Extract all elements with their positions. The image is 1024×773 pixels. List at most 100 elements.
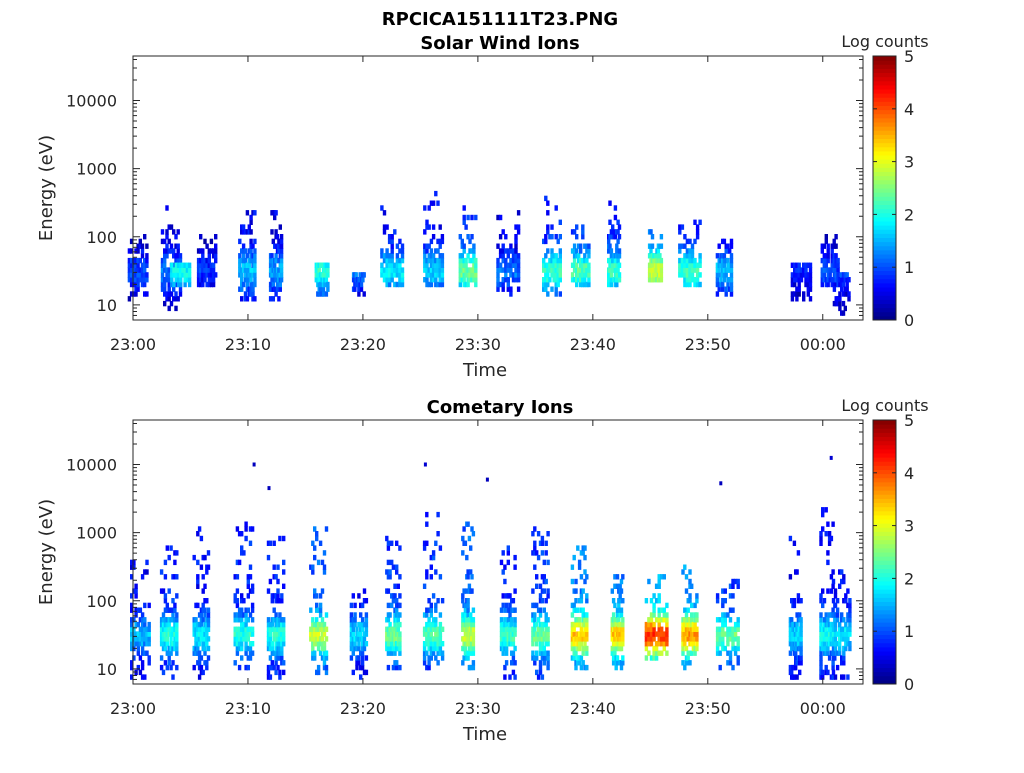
spectrogram-cell	[681, 617, 685, 623]
spectrogram-cell	[169, 300, 174, 307]
spectrogram-cell	[647, 631, 651, 637]
spectrogram-cell	[176, 253, 180, 259]
spectrogram-cell	[715, 650, 720, 656]
spectrogram-cell	[132, 588, 136, 594]
spectrogram-cell	[206, 645, 211, 652]
spectrogram-cell	[516, 286, 521, 292]
spectrogram-cell	[427, 655, 431, 661]
spectrogram-cell	[173, 617, 177, 623]
spectrogram-cell	[587, 243, 591, 249]
spectrogram-cell	[657, 593, 661, 599]
spectrogram-cell	[695, 626, 699, 632]
spectrogram-cell	[132, 655, 136, 661]
spectrogram-cell	[496, 272, 500, 278]
colorbar-segment	[873, 56, 896, 61]
spectrogram-cell	[719, 277, 723, 283]
spectrogram-cell	[790, 277, 795, 283]
spectrogram-cell	[538, 621, 543, 628]
colorbar-segment	[873, 432, 896, 438]
spectrogram-cell	[174, 291, 178, 297]
spectrogram-cell	[799, 660, 803, 666]
spectrogram-cell	[214, 243, 218, 249]
spectrogram-cell	[253, 281, 257, 288]
spectrogram-cell	[385, 636, 389, 642]
spectrogram-cell	[572, 257, 577, 264]
spectrogram-cell	[552, 277, 556, 283]
spectrogram-cell	[251, 296, 255, 302]
colorbar-segment	[873, 179, 896, 185]
spectrogram-cell	[536, 554, 541, 561]
spectrogram-cell	[504, 272, 508, 278]
spectrogram-cell	[544, 195, 548, 202]
spectrogram-cell	[680, 262, 685, 268]
spectrogram-cell	[140, 277, 145, 283]
spectrogram-cell	[683, 281, 687, 288]
spectrogram-cell	[242, 636, 246, 642]
spectrogram-cell	[130, 607, 134, 613]
spectrogram-cell	[796, 641, 801, 647]
spectrogram-cell	[570, 602, 575, 609]
spectrogram-cell	[382, 253, 387, 259]
spectrogram-cell	[835, 612, 840, 618]
spectrogram-cell	[247, 272, 251, 278]
spectrogram-cell	[579, 267, 583, 273]
spectrogram-cell	[843, 272, 847, 278]
spectrogram-cell	[542, 286, 546, 292]
spectrogram-cell	[583, 626, 587, 632]
spectrogram-cell	[138, 277, 142, 283]
spectrogram-cell	[266, 626, 271, 632]
spectrogram-cell	[468, 272, 472, 278]
spectrogram-cell	[845, 286, 849, 292]
spectrogram-cell	[174, 257, 178, 264]
spectrogram-cell	[538, 598, 543, 604]
spectrogram-cell	[552, 267, 556, 273]
spectrogram-cell	[309, 636, 313, 642]
spectrogram-cell	[509, 291, 513, 297]
spectrogram-cell	[544, 253, 548, 259]
spectrogram-cell	[197, 631, 202, 637]
spectrogram-cell	[274, 641, 278, 647]
spectrogram-cell	[835, 631, 840, 637]
spectrogram-cell	[280, 598, 284, 604]
spectrogram-cell	[272, 636, 276, 642]
spectrogram-cell	[838, 641, 842, 647]
colorbar-segment	[873, 122, 896, 127]
colorbar-segment	[873, 519, 896, 524]
spectrogram-cell	[715, 272, 720, 278]
spectrogram-cell	[183, 267, 187, 273]
spectrogram-cell	[349, 617, 354, 623]
spectrogram-cell	[243, 267, 248, 273]
spectrogram-cell	[237, 531, 242, 537]
spectrogram-cell	[470, 272, 474, 278]
spectrogram-cell	[434, 641, 438, 647]
spectrogram-cell	[205, 631, 209, 637]
spectrogram-cell	[247, 248, 251, 254]
spectrogram-cell	[662, 607, 666, 613]
spectrogram-cell	[840, 660, 844, 666]
spectrogram-cell	[832, 243, 836, 249]
spectrogram-cell	[501, 650, 505, 656]
spectrogram-cell	[536, 631, 541, 637]
spectrogram-cell	[425, 277, 429, 283]
spectrogram-cell	[246, 574, 250, 580]
spectrogram-cell	[513, 631, 517, 637]
spectrogram-cell	[187, 267, 192, 273]
spectrogram-cell	[806, 262, 810, 268]
spectrogram-cell	[279, 277, 284, 283]
spectrogram-cell	[201, 277, 205, 283]
spectrogram-cell	[130, 631, 134, 637]
spectrogram-cell	[546, 655, 550, 661]
spectrogram-cell	[313, 545, 317, 551]
spectrogram-cell	[248, 612, 253, 618]
spectrogram-cell	[167, 286, 171, 292]
spectrogram-cell	[318, 593, 323, 599]
spectrogram-cell	[793, 291, 797, 297]
spectrogram-cell	[840, 578, 844, 585]
spectrogram-cell	[176, 257, 180, 264]
spectrogram-cell	[395, 272, 400, 278]
spectrogram-cell	[382, 267, 387, 273]
spectrogram-cell	[311, 650, 315, 656]
colorbar-tick-label: 1	[904, 258, 914, 277]
spectrogram-cell	[240, 224, 244, 230]
spectrogram-cell	[721, 636, 725, 642]
